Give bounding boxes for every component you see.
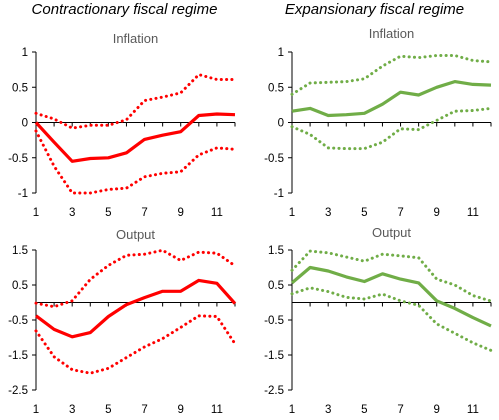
x-tick-label: 5 (361, 404, 367, 416)
x-tick-label: 5 (361, 207, 367, 219)
x-tick-label: 7 (397, 404, 403, 416)
x-tick-label: 11 (211, 404, 223, 416)
y-tick-label: -0.5 (8, 315, 28, 327)
series-line-confidence-band (34, 129, 237, 195)
chart-title: Inflation (369, 26, 415, 41)
y-tick-label: -1 (18, 188, 28, 200)
x-tick-label: 9 (434, 404, 440, 416)
series-line-point-estimate (35, 278, 237, 339)
chart-title: Inflation (113, 31, 159, 46)
series-line-point-estimate (34, 112, 236, 163)
series-line-point-estimate (290, 265, 492, 328)
y-tick-label: 0.5 (12, 280, 28, 292)
x-tick-label: 7 (397, 207, 403, 219)
series-line-confidence-band (34, 248, 237, 309)
series-line-confidence-band (34, 314, 237, 375)
series-line-point-estimate (291, 79, 492, 118)
x-tick-label: 1 (289, 404, 295, 416)
y-tick-label: -2.5 (264, 385, 284, 397)
x-tick-label: 11 (211, 207, 223, 219)
chart-output-contractionary: Output 1.5 0.5 -0.5 -1.5 -2.5 1 3 5 7 9 11 (8, 227, 237, 416)
x-tick-label: 7 (141, 404, 147, 416)
series-line-confidence-band (290, 54, 493, 96)
x-tick-label: 1 (33, 207, 39, 219)
left-column-heading: Contractionary fiscal regime (31, 1, 218, 18)
y-tick-label: 0 (278, 118, 284, 130)
x-tick-label: 3 (325, 207, 331, 219)
chart-inflation-contractionary: Inflation 1 0.5 0 -0.5 -1 1 3 5 7 9 11 (8, 31, 237, 219)
series-line-confidence-band (290, 106, 493, 151)
y-tick-label: -1.5 (264, 350, 284, 362)
x-tick-label: 3 (325, 404, 331, 416)
x-tick-label: 1 (33, 404, 39, 416)
x-tick-label: 3 (69, 404, 75, 416)
x-tick-label: 9 (178, 207, 184, 219)
x-tick-label: 1 (289, 207, 295, 219)
y-tick-label: 1 (22, 47, 28, 59)
y-tick-label: -0.5 (264, 153, 284, 165)
y-tick-label: 1.5 (12, 245, 28, 257)
y-tick-label: -1 (274, 188, 284, 200)
right-column-heading: Expansionary fiscal regime (284, 1, 465, 18)
x-tick-label: 5 (105, 404, 111, 416)
series-line-confidence-band (290, 249, 493, 303)
x-tick-label: 11 (467, 404, 479, 416)
y-tick-label: -0.5 (8, 153, 28, 165)
y-tick-label: 0 (22, 118, 28, 130)
y-tick-label: -0.5 (264, 315, 284, 327)
chart-inflation-expansionary: Inflation 1 0.5 0 -0.5 -1 1 3 5 7 9 11 (264, 26, 493, 219)
y-tick-label: 1 (278, 47, 284, 59)
x-tick-label: 5 (105, 207, 111, 219)
y-tick-label: 0.5 (268, 82, 284, 94)
chart-title: Output (372, 225, 411, 240)
chart-output-expansionary: Output 1.5 0.5 -0.5 -1.5 -2.5 1 3 5 7 9 11 (264, 225, 493, 416)
chart-title: Output (116, 227, 155, 242)
x-tick-label: 11 (467, 207, 479, 219)
x-tick-label: 3 (69, 207, 75, 219)
series-line-confidence-band (34, 73, 237, 130)
x-tick-label: 9 (178, 404, 184, 416)
y-tick-label: 0.5 (268, 280, 284, 292)
x-tick-label: 9 (434, 207, 440, 219)
y-tick-label: 1.5 (268, 245, 284, 257)
y-tick-label: 0.5 (12, 82, 28, 94)
y-tick-label: -2.5 (8, 385, 28, 397)
y-tick-label: -1.5 (8, 350, 28, 362)
x-tick-label: 7 (141, 207, 147, 219)
series-line-confidence-band (290, 286, 493, 352)
